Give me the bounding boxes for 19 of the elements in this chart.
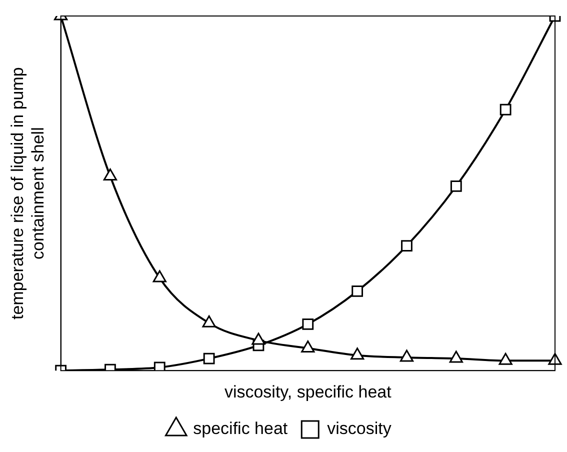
point [498,352,512,365]
point [350,348,364,360]
point [401,240,412,252]
legend-label: viscosity [327,419,392,438]
point [301,340,315,353]
point [202,315,216,328]
point [500,104,512,116]
y-axis-title: temperature rise of liquid in pump containment shell [8,67,48,320]
point [152,270,166,282]
point [449,350,463,363]
point [450,180,462,192]
point [548,352,562,365]
point [352,285,364,297]
point [252,332,266,345]
point [302,318,314,330]
x-axis-title: viscosity, specific heat [224,382,392,402]
point [154,362,166,371]
legend-label: specific heat [193,419,288,438]
point [400,350,414,362]
